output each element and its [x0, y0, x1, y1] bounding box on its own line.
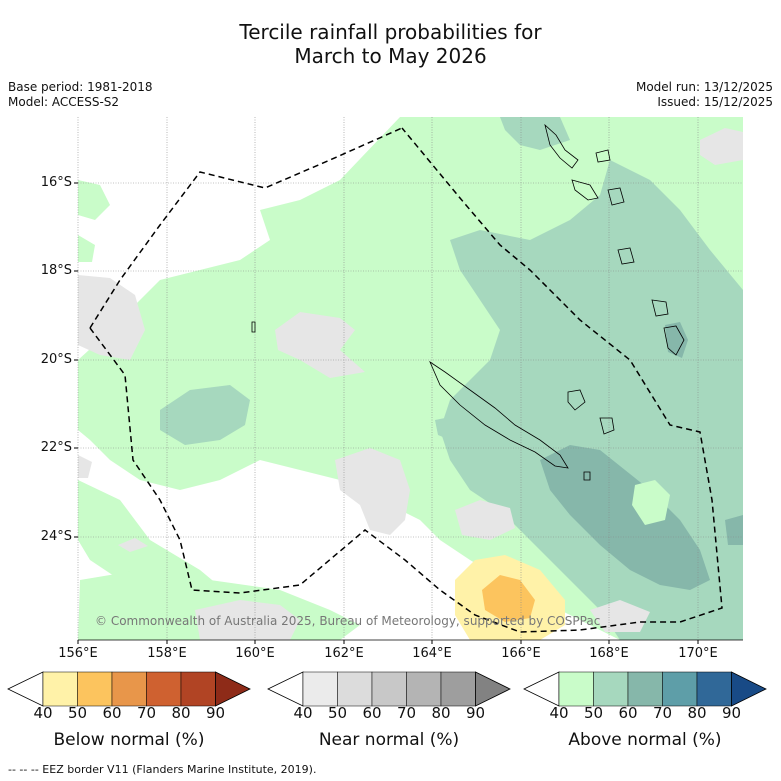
vanuatu-island-6	[651, 299, 669, 317]
eez-west-border	[89, 127, 723, 633]
above-normal-40-west	[78, 180, 110, 220]
cb-near-tick-60: 60	[362, 704, 382, 722]
cb-near-tick-50: 50	[327, 704, 348, 722]
near-normal-east-small	[78, 455, 92, 478]
below-normal-50-region	[482, 575, 535, 622]
lat-label-24s: 24°S	[40, 529, 72, 544]
lon-label-156e: 156°E	[58, 646, 98, 661]
colorbar-near-normal	[267, 671, 511, 707]
cb-below-tick-70: 70	[136, 704, 157, 722]
lon-label-160e: 160°E	[235, 646, 275, 661]
title-line-1: Tercile rainfall probabilities for	[239, 20, 542, 44]
lat-label-16s: 16°S	[40, 175, 72, 190]
near-normal-southwest	[195, 600, 300, 640]
axis-ticks	[74, 182, 699, 644]
near-normal-southeast	[590, 600, 650, 632]
near-normal-central	[275, 312, 365, 378]
cb-near-tick-90: 90	[465, 704, 486, 722]
near-normal-northeast	[700, 128, 743, 165]
cb-below-tick-40: 40	[33, 704, 53, 722]
colorbar-title-near-normal: Near normal (%)	[318, 730, 460, 750]
cb-below-tick-60: 60	[102, 704, 122, 722]
lon-label-166e: 166°E	[501, 646, 541, 661]
loyalty-island-1	[567, 389, 586, 411]
cb-below-tick-90: 90	[205, 704, 226, 722]
lon-label-164e: 164°E	[412, 646, 452, 661]
vanuatu-island-3	[595, 149, 611, 163]
colorbar-title-above-normal: Above normal (%)	[568, 730, 722, 750]
near-normal-south	[455, 500, 515, 540]
issued-date: Issued: 15/12/2025	[657, 95, 773, 109]
cb-above-tick-80: 80	[687, 704, 707, 722]
above-normal-50-region	[500, 117, 570, 150]
lon-label-168e: 168°E	[589, 646, 629, 661]
cb-near-tick-70: 70	[396, 704, 417, 722]
cb-above-tick-60: 60	[618, 704, 638, 722]
vanuatu-island-2	[571, 179, 599, 201]
colorbar-below-normal	[7, 671, 251, 707]
cb-above-tick-90: 90	[721, 704, 742, 722]
graticule	[77, 117, 743, 640]
lon-label-158e: 158°E	[147, 646, 187, 661]
map-title: Tercile rainfall probabilities for March…	[0, 20, 781, 68]
above-normal-50-west	[160, 385, 250, 445]
above-normal-60-east	[725, 515, 743, 545]
colorbar-above-normal	[523, 671, 767, 707]
model-name: Model: ACCESS-S2	[8, 95, 120, 109]
cb-above-tick-70: 70	[652, 704, 673, 722]
meta-right: Model run: 13/12/2025 Issued: 15/12/2025	[636, 80, 773, 110]
vanuatu-island-4	[607, 187, 625, 206]
small-island-east	[583, 471, 591, 481]
new-caledonia-coast	[429, 360, 569, 469]
meta-left: Base period: 1981-2018 Model: ACCESS-S2	[8, 80, 153, 110]
lat-label-18s: 18°S	[40, 263, 72, 278]
near-normal-small	[118, 538, 148, 552]
coastlines	[251, 123, 685, 481]
vanuatu-island-5	[617, 247, 635, 265]
above-normal-50-mid	[435, 415, 480, 442]
above-normal-60-region	[540, 445, 710, 590]
eez-legend-note: -- -- -- EEZ border V11 (Flanders Marine…	[8, 763, 317, 776]
cb-above-tick-40: 40	[549, 704, 569, 722]
eez-solomon-border	[89, 127, 403, 329]
lon-label-170e: 170°E	[678, 646, 718, 661]
cb-below-tick-80: 80	[171, 704, 191, 722]
lat-label-22s: 22°S	[40, 440, 72, 455]
vanuatu-island-1	[544, 123, 579, 169]
near-normal-south-central	[335, 448, 410, 535]
small-island-west	[251, 321, 256, 333]
eez-borders	[89, 127, 723, 633]
base-period: Base period: 1981-2018	[8, 80, 153, 94]
cb-near-tick-80: 80	[431, 704, 451, 722]
probability-fields	[78, 117, 743, 640]
above-normal-40-west2	[78, 235, 95, 262]
lon-label-162e: 162°E	[324, 646, 364, 661]
near-normal-west	[78, 275, 145, 360]
cb-near-tick-40: 40	[293, 704, 313, 722]
title-line-2: March to May 2026	[294, 44, 487, 68]
copyright-notice: © Commonwealth of Australia 2025, Bureau…	[95, 614, 601, 628]
vanuatu-island-7	[663, 325, 685, 356]
lat-label-20s: 20°S	[40, 352, 72, 367]
above-normal-40-inner	[632, 480, 670, 525]
model-run: Model run: 13/12/2025	[635, 80, 773, 94]
above-normal-60-small	[665, 322, 688, 358]
loyalty-island-2	[599, 417, 615, 435]
colorbar-title-below-normal: Below normal (%)	[53, 730, 205, 750]
cb-above-tick-50: 50	[583, 704, 604, 722]
cb-below-tick-50: 50	[67, 704, 88, 722]
